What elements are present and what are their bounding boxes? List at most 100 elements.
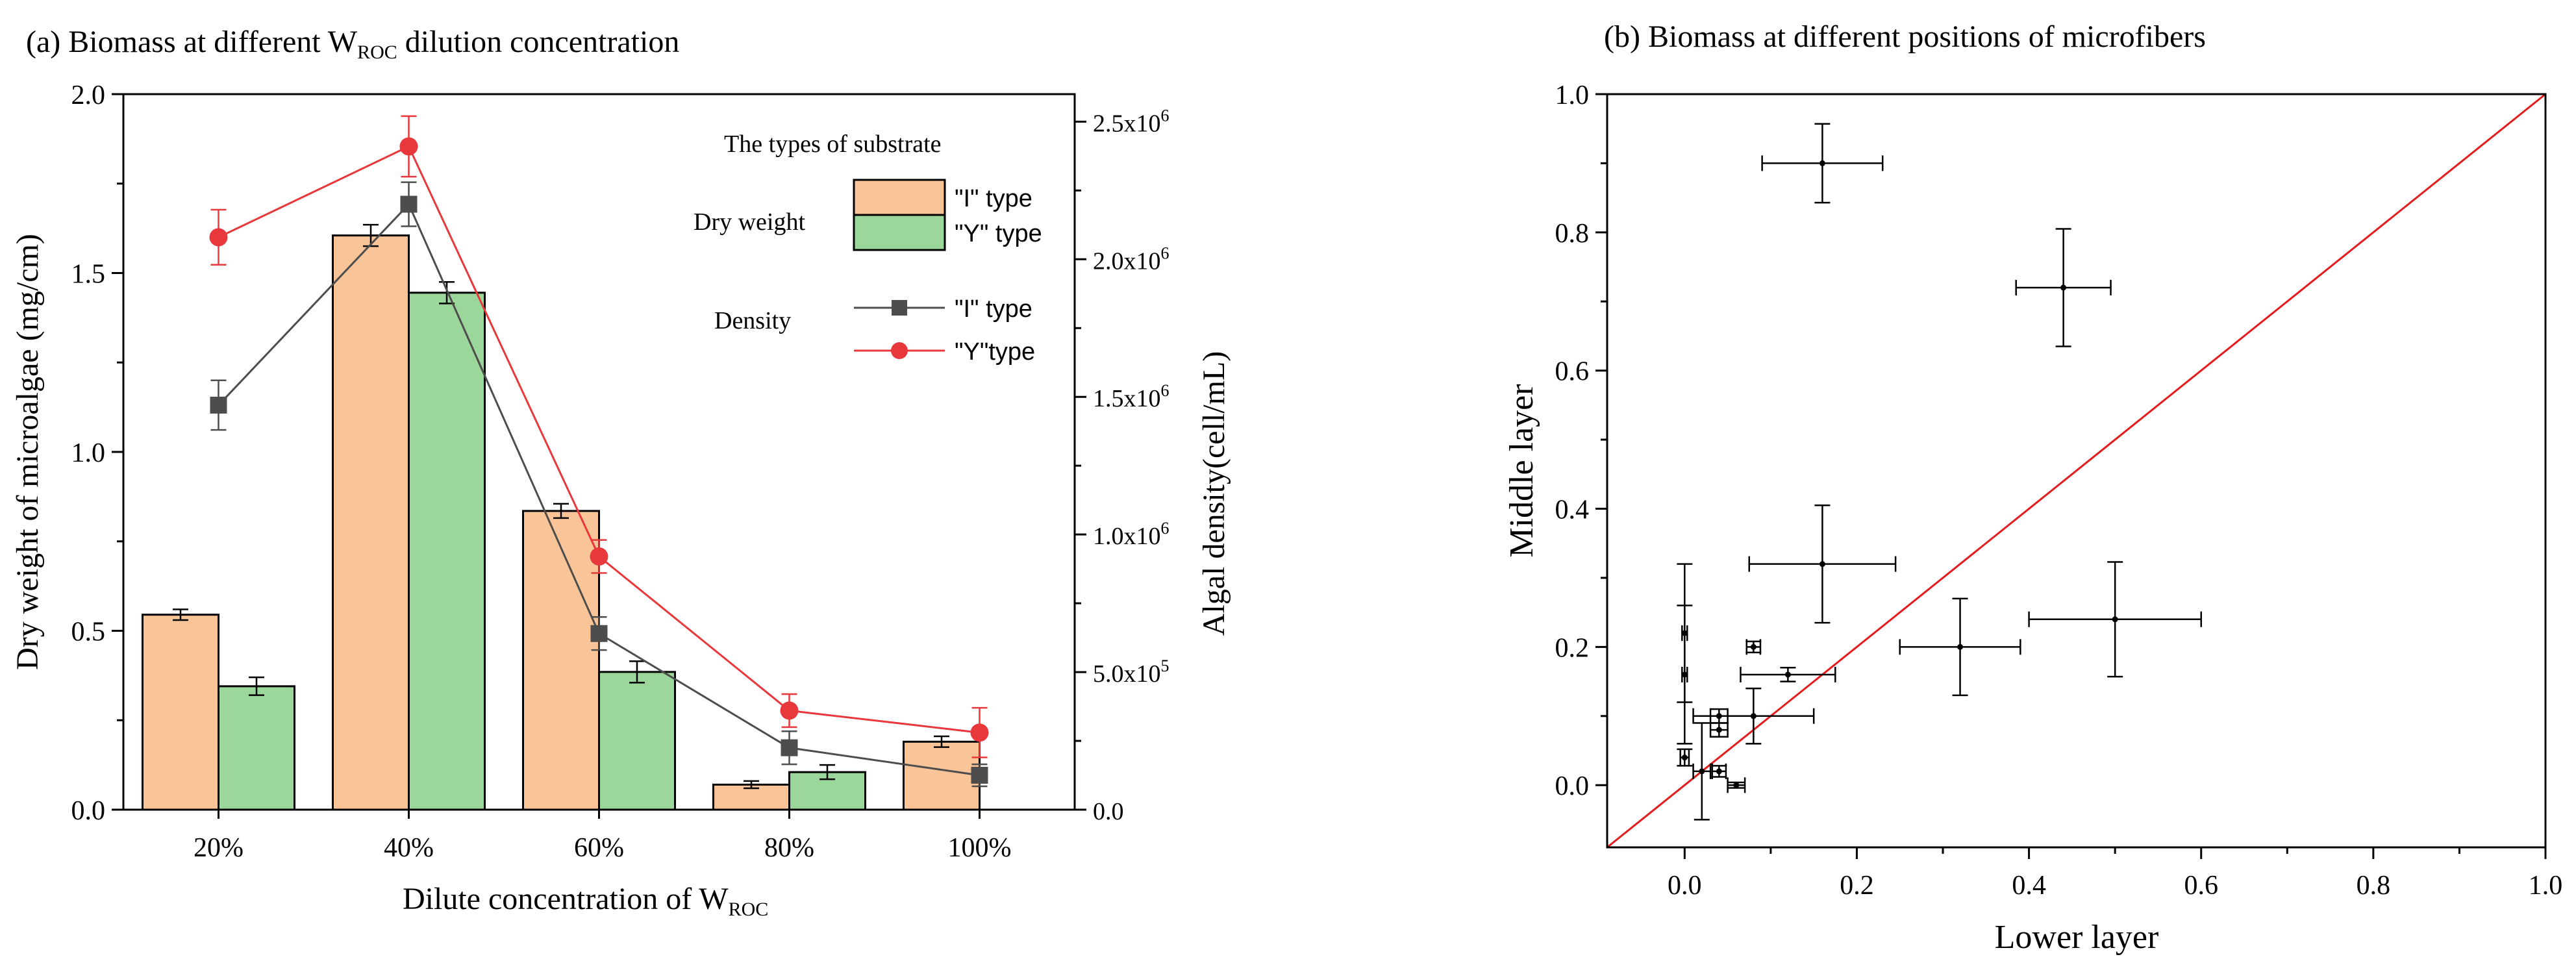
- bar-error-y-60%: [629, 660, 645, 684]
- scatter-point: [1716, 713, 1722, 719]
- bar-y-40%: [408, 292, 486, 811]
- bar-error-i-100%: [934, 735, 949, 748]
- legend-swatch-bar-i: [853, 179, 946, 216]
- x-tick-label: 40%: [384, 833, 434, 863]
- density-marker-y-40%: [399, 137, 418, 156]
- density-marker-i-40%: [400, 195, 418, 213]
- y-tick-label: 1.0: [71, 438, 106, 468]
- panel-b-title: (b) Biomass at different positions of mi…: [1604, 19, 2206, 54]
- density-marker-i-60%: [590, 625, 608, 642]
- scatter-point: [1699, 768, 1705, 775]
- y-axis-right: 0.0 5.0x105 1.0x106 1.5x106 2.0x106 2.5x106: [1075, 106, 1169, 825]
- scatter-point: [1784, 671, 1791, 678]
- x-tick-label-b: 0.4: [2012, 871, 2046, 901]
- scatter-point: [1716, 727, 1722, 733]
- x-axis-label: Dilute concentration of WROC: [403, 882, 768, 920]
- panel-a: (a) Biomass at different WROC dilution c…: [10, 25, 1231, 920]
- scatter-point: [2112, 616, 2118, 623]
- bar-error-y-80%: [819, 764, 835, 780]
- density-marker-y-60%: [590, 547, 608, 566]
- x-tick-label: 20%: [194, 833, 244, 863]
- density-lines-group: [209, 115, 989, 788]
- y-axis-label-b: Middle layer: [1503, 384, 1540, 557]
- bar-i-20%: [142, 614, 219, 811]
- y2-tick-label: 0.0: [1093, 798, 1124, 825]
- legend-group-dry-weight: Dry weight: [694, 208, 805, 236]
- bar-i-60%: [522, 510, 600, 811]
- x-axis-label-b: Lower layer: [1995, 919, 2159, 956]
- legend-title: The types of substrate: [724, 131, 942, 158]
- scatter-point: [1681, 671, 1688, 678]
- legend-label-bar-y: "Y" type: [955, 220, 1042, 247]
- y2-tick-label: 1.0x106: [1093, 519, 1169, 550]
- y-tick-label-b: 1.0: [1555, 81, 1590, 110]
- x-tick-label-b: 0.2: [1840, 871, 1874, 901]
- scatter-point: [1681, 754, 1688, 761]
- bars-group: [142, 223, 981, 811]
- bar-i-40%: [332, 234, 410, 811]
- legend-label-density-i: "I" type: [955, 295, 1032, 323]
- density-marker-i-80%: [781, 739, 798, 756]
- bar-y-60%: [598, 671, 676, 811]
- bar-error-i-20%: [173, 608, 188, 621]
- y-tick-label-b: 0.2: [1555, 633, 1590, 663]
- y-tick-label-b: 0.8: [1555, 219, 1590, 249]
- y-tick-label: 0.5: [71, 617, 106, 647]
- bar-y-20%: [218, 685, 295, 811]
- density-marker-y-20%: [209, 228, 228, 247]
- legend: The types of substrate Dry weight Densit…: [694, 131, 1042, 366]
- y2-tick-label: 1.5x106: [1093, 381, 1169, 412]
- x-tick-label: 60%: [574, 833, 624, 863]
- density-marker-i-100%: [971, 767, 988, 784]
- x-tick-label-b: 0.0: [1668, 871, 1702, 901]
- y-axis-label: Dry weight of microalgae (mg/cm): [10, 234, 45, 670]
- legend-marker-density-i: [892, 300, 907, 316]
- panel-b: (b) Biomass at different positions of mi…: [1503, 19, 2562, 956]
- x-axis: 20% 40% 60% 80% 100%: [194, 810, 1012, 863]
- density-marker-i-20%: [210, 396, 227, 414]
- y2-axis-label: Algal density(cell/mL): [1197, 351, 1231, 636]
- legend-label-bar-i: "I" type: [955, 185, 1032, 212]
- bar-i-100%: [903, 740, 981, 811]
- bar-error-i-80%: [744, 780, 759, 790]
- y-tick-label: 2.0: [71, 81, 106, 110]
- x-tick-label-b: 0.6: [2184, 871, 2218, 901]
- x-axis-b: 0.0 0.2 0.4 0.6 0.8 1.0: [1668, 847, 2562, 901]
- legend-swatch-bar-y: [853, 214, 946, 251]
- scatter-point: [1733, 782, 1740, 788]
- plot-frame-b: [1606, 93, 2547, 849]
- y-axis-left: 0.0 0.5 1.0 1.5 2.0: [71, 81, 123, 826]
- legend-marker-density-y: [891, 342, 908, 359]
- y-tick-label-b: 0.0: [1555, 771, 1590, 801]
- y-tick-label: 1.5: [71, 260, 106, 290]
- scatter-point: [1750, 643, 1757, 650]
- y-axis-b: 0.0 0.2 0.4 0.6 0.8 1.0: [1555, 81, 1607, 801]
- scatter-point: [2060, 284, 2067, 291]
- legend-label-density-y: "Y"type: [955, 338, 1035, 366]
- scatter-point: [1750, 713, 1757, 719]
- scatter-point: [1716, 768, 1722, 775]
- bar-error-y-20%: [249, 676, 264, 696]
- x-tick-label: 100%: [948, 833, 1012, 863]
- density-marker-y-100%: [970, 723, 989, 742]
- bar-error-i-60%: [553, 503, 569, 519]
- y2-tick-label: 2.5x106: [1093, 106, 1169, 137]
- reference-line-y-equals-x: [1607, 93, 2546, 849]
- x-tick-label: 80%: [764, 833, 814, 863]
- scatter-point: [1819, 160, 1825, 166]
- scatter-points-group: [1607, 93, 2546, 849]
- x-tick-label-b: 0.8: [2357, 871, 2391, 901]
- y-tick-label-b: 0.6: [1555, 357, 1590, 387]
- scatter-point: [1957, 643, 1964, 650]
- bar-error-i-40%: [363, 223, 379, 247]
- y-tick-label: 0.0: [71, 796, 106, 826]
- x-tick-label-b: 1.0: [2529, 871, 2563, 901]
- panel-a-title: (a) Biomass at different WROC dilution c…: [26, 25, 679, 63]
- scatter-point: [1819, 561, 1825, 567]
- y2-tick-label: 2.0x106: [1093, 243, 1169, 275]
- legend-group-density: Density: [714, 307, 791, 334]
- density-marker-y-80%: [780, 701, 799, 720]
- y2-tick-label: 5.0x105: [1093, 656, 1169, 688]
- y-tick-label-b: 0.4: [1555, 495, 1590, 525]
